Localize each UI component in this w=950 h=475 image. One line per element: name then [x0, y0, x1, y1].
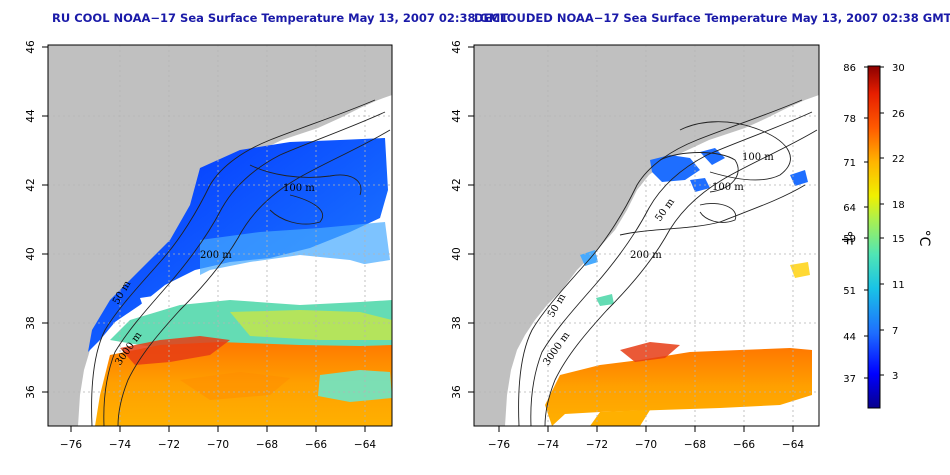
- left-map-frame: [47, 44, 393, 427]
- colorbar-f-tick-71: 71: [843, 158, 856, 169]
- right-lat-tick-40: 40: [451, 247, 463, 260]
- right-lon-tick-64: −64: [782, 439, 804, 451]
- left-axes: [42, 46, 366, 432]
- left-lon-tick-66: −66: [305, 439, 327, 451]
- left-lon-tick-70: −70: [207, 439, 229, 451]
- right-lon-tick-68: −68: [684, 439, 706, 451]
- right-axes: [468, 46, 794, 432]
- right-map: 100 m 100 m 50 m 200 m 50 m 3000 m: [474, 45, 819, 426]
- colorbar-gradient: [867, 65, 881, 409]
- right-lon-tick-74: −74: [537, 439, 559, 451]
- left-contour-label-200: 200 m: [200, 250, 232, 261]
- right-lat-tick-42: 42: [451, 178, 463, 191]
- colorbar-f-tick-51: 51: [843, 286, 856, 297]
- colorbar-c-tick-22: 22: [892, 154, 905, 165]
- right-lon-tick-70: −70: [635, 439, 657, 451]
- right-lat-tick-36: 36: [451, 385, 463, 399]
- colorbar-c-tick-15: 15: [892, 234, 905, 245]
- left-lon-tick-72: −72: [158, 439, 180, 451]
- left-lat-tick-46: 46: [25, 40, 37, 54]
- left-contour-label-100: 100 m: [283, 183, 315, 194]
- colorbar-c-tick-30: 30: [892, 63, 905, 74]
- left-lat-tick-40: 40: [25, 247, 37, 260]
- right-lat-tick-38: 38: [451, 316, 463, 329]
- right-graticule: [474, 45, 819, 426]
- right-lon-tick-66: −66: [733, 439, 755, 451]
- left-map-title: RU COOL NOAA−17 Sea Surface Temperature …: [52, 11, 509, 25]
- right-contours: [518, 99, 818, 426]
- left-contours: [91, 99, 391, 426]
- colorbar-f-tick-86: 86: [843, 63, 856, 74]
- left-land: [48, 45, 392, 426]
- left-lat-tick-36: 36: [25, 385, 37, 399]
- colorbar: 86 78 71 64 59 51 44 37 30 26 22 18 15 1…: [838, 63, 932, 409]
- right-lon-tick-76: −76: [488, 439, 510, 451]
- colorbar-f-tick-44: 44: [843, 332, 856, 343]
- left-lon-tick-64: −64: [354, 439, 376, 451]
- colorbar-f-tick-78: 78: [843, 114, 856, 125]
- right-lon-tick-72: −72: [586, 439, 608, 451]
- right-land: [474, 45, 819, 426]
- colorbar-c-tick-11: 11: [892, 280, 905, 291]
- left-map: 100 m 200 m 50 m 3000 m: [48, 45, 392, 426]
- right-contour-label-100-b: 100 m: [712, 182, 744, 193]
- right-map-title: DECLOUDED NOAA−17 Sea Surface Temperatur…: [474, 11, 950, 25]
- left-lon-tick-76: −76: [60, 439, 82, 451]
- colorbar-f-tick-59: 59: [843, 234, 856, 245]
- colorbar-unit-fahrenheit: °F: [838, 230, 854, 245]
- left-lat-tick-42: 42: [25, 178, 37, 191]
- colorbar-c-tick-18: 18: [892, 200, 905, 211]
- right-contour-label-100-a: 100 m: [742, 152, 774, 163]
- left-lat-tick-38: 38: [25, 316, 37, 329]
- left-lat-tick-44: 44: [25, 109, 37, 123]
- left-lon-tick-74: −74: [109, 439, 131, 451]
- colorbar-c-tick-7: 7: [892, 326, 898, 337]
- colorbar-c-tick-26: 26: [892, 109, 905, 120]
- right-lat-tick-44: 44: [451, 109, 463, 123]
- colorbar-unit-celsius: °C: [916, 230, 932, 247]
- right-contour-label-200: 200 m: [630, 250, 662, 261]
- colorbar-f-tick-37: 37: [843, 374, 856, 385]
- colorbar-c-tick-3: 3: [892, 371, 898, 382]
- colorbar-f-tick-64: 64: [843, 203, 856, 214]
- right-lat-tick-46: 46: [451, 40, 463, 54]
- right-warm-water: [545, 348, 812, 426]
- left-lon-tick-68: −68: [256, 439, 278, 451]
